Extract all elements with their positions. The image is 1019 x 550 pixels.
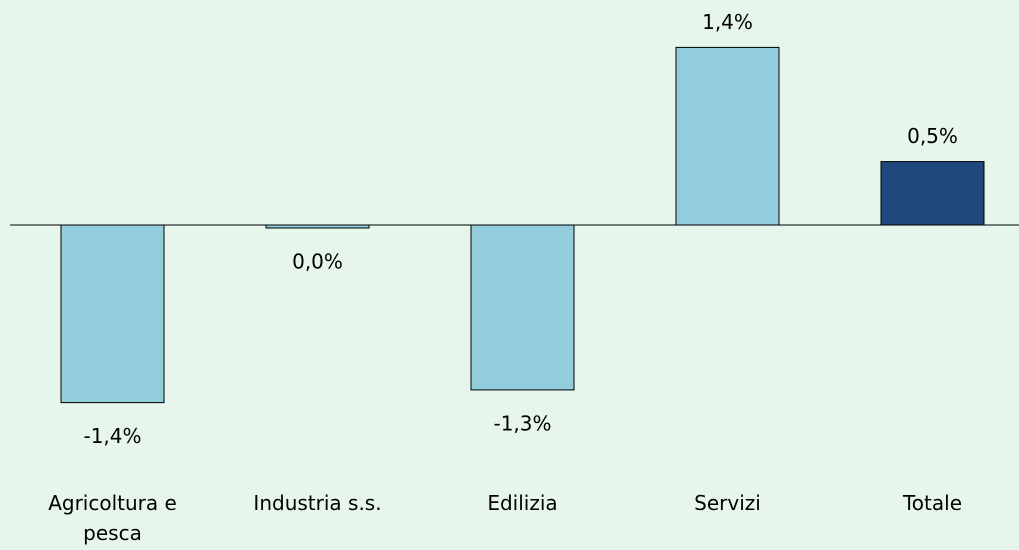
value-label: -1,3% — [493, 411, 551, 435]
value-label: 0,0% — [292, 250, 343, 274]
x-tick-label: Servizi — [694, 491, 761, 515]
bar — [675, 46, 780, 226]
value-label: -1,4% — [83, 424, 141, 448]
x-tick-label: Edilizia — [487, 491, 558, 515]
bar — [880, 161, 985, 226]
x-tick-label: Totale — [902, 491, 962, 515]
bar — [60, 224, 165, 404]
x-tick-label: Agricoltura e pesca — [48, 491, 177, 545]
x-tick-label: Industria s.s. — [253, 491, 382, 515]
value-label: 1,4% — [702, 10, 753, 34]
bar — [470, 224, 575, 391]
value-label: 0,5% — [907, 124, 958, 148]
